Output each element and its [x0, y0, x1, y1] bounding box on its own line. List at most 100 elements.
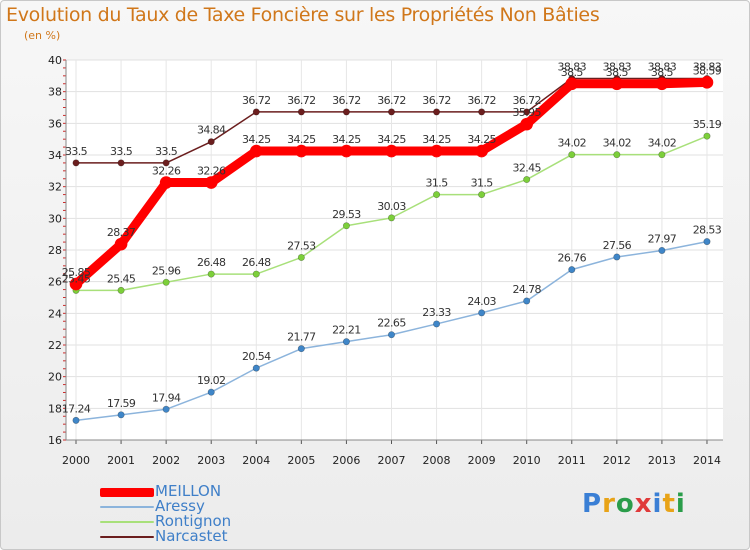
data-point-narcastet: [252, 108, 260, 116]
data-label-meillon: 35.95: [512, 106, 541, 119]
data-label-narcastet: 36.72: [287, 94, 316, 107]
data-point-meillon: [385, 144, 398, 158]
y-axis-unit-label: (en %): [24, 29, 61, 42]
y-tick-label: 40: [48, 54, 62, 67]
data-point-narcastet: [523, 108, 531, 116]
data-point-meillon: [69, 277, 83, 291]
data-label-narcastet: 36.72: [377, 94, 406, 107]
data-label-rontignon: 25.45: [62, 272, 91, 285]
y-tick-label: 22: [48, 339, 62, 352]
logo-letter: x: [634, 489, 653, 519]
data-label-rontignon: 30.03: [377, 200, 406, 213]
data-point-aressy: [703, 238, 711, 246]
data-point-meillon: [655, 77, 669, 91]
data-label-rontignon: 27.53: [287, 239, 316, 252]
data-point-meillon: [430, 144, 443, 158]
data-point-aressy: [568, 266, 576, 274]
x-tick-label: 2007: [377, 454, 405, 467]
data-label-narcastet: 38.83: [558, 61, 587, 74]
y-tick-label: 24: [48, 307, 62, 320]
x-tick-label: 2008: [423, 454, 451, 467]
x-tick-label: 2001: [107, 454, 135, 467]
y-tick-label: 20: [48, 371, 62, 384]
data-point-narcastet: [117, 159, 125, 167]
data-point-rontignon: [433, 191, 441, 199]
legend-swatch-meillon: [100, 488, 154, 497]
legend-swatch-rontignon: [100, 521, 154, 523]
data-label-rontignon: 34.02: [648, 137, 677, 150]
data-point-meillon: [520, 117, 534, 131]
data-label-narcastet: 38.83: [693, 61, 722, 74]
data-point-narcastet: [162, 159, 170, 167]
data-label-meillon: 28.37: [107, 226, 136, 239]
x-tick-label: 2003: [197, 454, 225, 467]
data-point-aressy: [523, 297, 531, 305]
data-point-aressy: [72, 416, 80, 424]
logo-letter: o: [615, 489, 635, 519]
data-point-narcastet: [387, 108, 395, 116]
legend-label-rontignon: Rontignon: [155, 512, 232, 530]
data-point-narcastet: [72, 159, 80, 167]
data-point-rontignon: [387, 214, 395, 222]
data-point-rontignon: [703, 132, 711, 140]
data-point-meillon: [249, 144, 263, 158]
data-label-narcastet: 36.72: [512, 94, 541, 107]
data-label-aressy: 17.24: [62, 402, 91, 415]
x-tick-label: 2000: [62, 454, 90, 467]
data-point-meillon: [295, 144, 308, 158]
data-label-aressy: 17.59: [107, 397, 136, 410]
data-label-aressy: 28.53: [693, 224, 722, 237]
logo-letter: P: [582, 489, 603, 519]
data-point-aressy: [117, 411, 125, 419]
data-label-meillon: 38.5: [606, 66, 629, 79]
x-tick-label: 2011: [558, 454, 586, 467]
y-tick-label: 16: [48, 434, 62, 447]
data-label-aressy: 24.78: [512, 283, 541, 296]
data-label-aressy: 24.03: [467, 295, 496, 308]
proxiti-logo: Proxiti: [582, 489, 686, 519]
data-point-aressy: [658, 246, 666, 254]
data-label-narcastet: 38.83: [603, 61, 632, 74]
data-label-aressy: 20.54: [242, 350, 271, 363]
data-point-rontignon: [568, 151, 576, 159]
legend-label-narcastet: Narcastet: [155, 527, 228, 545]
data-point-rontignon: [162, 278, 170, 286]
data-point-aressy: [342, 338, 350, 346]
data-point-rontignon: [658, 151, 666, 159]
data-label-rontignon: 26.48: [242, 256, 271, 269]
data-label-narcastet: 34.84: [197, 124, 226, 137]
data-label-rontignon: 35.19: [693, 118, 722, 131]
data-point-meillon: [114, 237, 128, 251]
data-point-meillon: [700, 76, 714, 89]
data-label-rontignon: 26.48: [197, 256, 226, 269]
legend-swatch-narcastet: [100, 536, 154, 538]
data-label-rontignon: 34.02: [603, 137, 632, 150]
data-point-meillon: [475, 144, 488, 158]
data-label-aressy: 22.65: [377, 317, 406, 330]
data-label-rontignon: 29.53: [332, 208, 361, 221]
data-label-meillon: 34.25: [467, 133, 496, 146]
data-label-narcastet: 33.5: [155, 145, 178, 158]
y-tick-label: 30: [48, 212, 62, 225]
data-label-meillon: 34.25: [377, 133, 406, 146]
legend-swatch-aressy: [100, 506, 154, 508]
data-point-narcastet: [207, 138, 215, 146]
data-label-aressy: 26.76: [558, 252, 587, 265]
data-point-meillon: [204, 176, 218, 189]
data-point-narcastet: [433, 108, 441, 116]
data-label-meillon: 34.25: [422, 133, 451, 146]
data-label-rontignon: 31.5: [426, 177, 449, 190]
data-label-aressy: 23.33: [422, 306, 451, 319]
x-tick-label: 2010: [513, 454, 541, 467]
y-tick-label: 36: [48, 117, 62, 130]
logo-letter: r: [602, 489, 616, 519]
data-label-meillon: 32.26: [197, 165, 226, 178]
data-point-rontignon: [117, 286, 125, 294]
data-point-aressy: [387, 331, 395, 339]
data-label-narcastet: 38.83: [648, 61, 677, 74]
logo-letter: i: [652, 489, 663, 519]
x-tick-label: 2006: [332, 454, 360, 467]
x-tick-label: 2009: [468, 454, 496, 467]
data-label-aressy: 27.56: [603, 239, 632, 252]
